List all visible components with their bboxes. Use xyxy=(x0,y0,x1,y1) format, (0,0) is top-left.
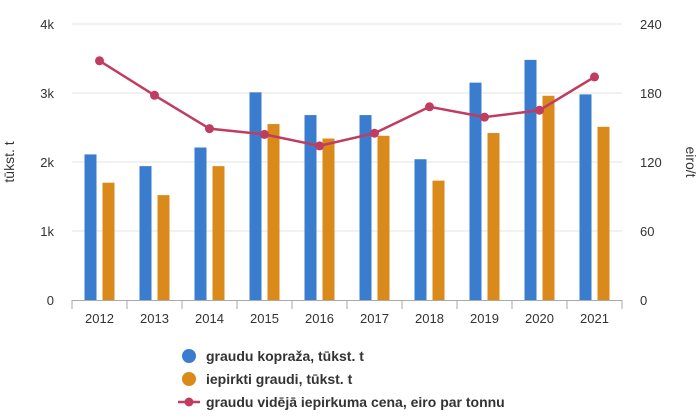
x-tick-label: 2021 xyxy=(580,311,609,326)
legend-item[interactable]: graudu vidējā iepirkuma cena, eiro par t… xyxy=(178,394,505,410)
x-tick-label: 2013 xyxy=(140,311,169,326)
x-tick-label: 2020 xyxy=(525,311,554,326)
x-tick-label: 2016 xyxy=(305,311,334,326)
bar-iepirkti-graudi xyxy=(487,133,500,300)
y-right-tick-label: 60 xyxy=(640,224,654,239)
x-axis: 2012 2013 2014 2015 2016 2017 2018 2019 2020 2021 xyxy=(71,300,623,326)
y-right-tick-label: 240 xyxy=(640,17,662,32)
price-point xyxy=(590,72,599,82)
x-tick-label: 2012 xyxy=(85,311,114,326)
price-point xyxy=(205,124,214,134)
y-axis-left-title: tūkst. t xyxy=(1,141,17,182)
legend-dot-marker xyxy=(182,349,196,363)
bar-graudu-kopraza xyxy=(579,94,592,300)
legend-item[interactable]: iepirkti graudi, tūkst. t xyxy=(182,371,353,387)
price-point xyxy=(315,141,324,151)
price-point xyxy=(370,128,379,138)
price-point xyxy=(260,129,269,139)
y-left-tick-label: 4k xyxy=(40,17,54,32)
x-tick-label: 2014 xyxy=(195,311,224,326)
bar-graudu-kopraza xyxy=(304,115,317,300)
grid-lines xyxy=(72,23,622,232)
legend-dot-marker xyxy=(182,372,196,386)
price-point xyxy=(150,90,159,100)
price-line xyxy=(95,56,599,151)
y-left-tick-label: 3k xyxy=(40,86,54,101)
x-tick-label: 2018 xyxy=(415,311,444,326)
bar-graudu-kopraza xyxy=(84,154,97,300)
bar-graudu-kopraza xyxy=(194,147,207,300)
legend-label: graudu vidējā iepirkuma cena, eiro par t… xyxy=(206,394,505,410)
bar-iepirkti-graudi xyxy=(542,95,555,300)
bar-graudu-kopraza xyxy=(359,115,372,300)
bar-graudu-kopraza xyxy=(469,82,482,301)
y-right-tick-label: 0 xyxy=(640,293,647,308)
bar-iepirkti-graudi xyxy=(267,124,280,300)
price-point xyxy=(480,112,489,122)
legend-label: iepirkti graudi, tūkst. t xyxy=(206,371,353,387)
bar-iepirkti-graudi xyxy=(597,126,610,300)
y-right-tick-label: 180 xyxy=(640,86,662,101)
bar-iepirkti-graudi xyxy=(157,195,170,300)
bar-iepirkti-graudi xyxy=(102,182,115,300)
price-point xyxy=(95,56,104,66)
bar-iepirkti-graudi xyxy=(212,166,225,300)
bar-graudu-kopraza xyxy=(139,166,152,300)
bar-iepirkti-graudi xyxy=(432,180,445,300)
bars xyxy=(84,59,610,301)
bar-graudu-kopraza xyxy=(414,159,427,300)
bar-iepirkti-graudi xyxy=(322,138,335,300)
bar-iepirkti-graudi xyxy=(377,135,390,300)
y-right-tick-label: 120 xyxy=(640,155,662,170)
y-axis-right-title: eiro/t xyxy=(683,146,699,177)
x-tick-label: 2019 xyxy=(470,311,499,326)
x-tick-label: 2015 xyxy=(250,311,279,326)
price-line-path xyxy=(98,59,596,148)
y-axis-left: 0 1k 2k 3k 4k xyxy=(40,17,54,308)
price-point xyxy=(535,105,544,115)
y-left-tick-label: 2k xyxy=(40,155,54,170)
x-tick-label: 2017 xyxy=(360,311,389,326)
legend-label: graudu kopraža, tūkst. t xyxy=(206,348,364,364)
y-left-tick-label: 0 xyxy=(47,293,54,308)
y-left-tick-label: 1k xyxy=(40,224,54,239)
legend-point-marker xyxy=(184,397,194,407)
price-point xyxy=(425,102,434,112)
y-axis-right: 0 60 120 180 240 xyxy=(640,17,662,308)
bar-graudu-kopraza xyxy=(524,59,537,300)
bar-graudu-kopraza xyxy=(249,92,262,300)
legend: graudu kopraža, tūkst. t iepirkti graudi,… xyxy=(178,348,505,410)
legend-item[interactable]: graudu kopraža, tūkst. t xyxy=(182,348,364,364)
